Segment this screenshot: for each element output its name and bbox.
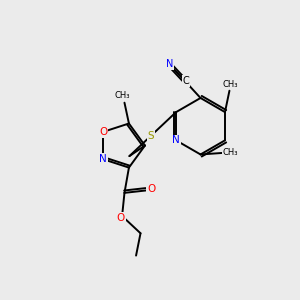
Text: CH₃: CH₃ (222, 80, 238, 89)
Text: O: O (147, 184, 155, 194)
Text: S: S (148, 131, 154, 141)
Text: N: N (99, 154, 107, 164)
Text: O: O (99, 127, 107, 137)
Text: C: C (183, 76, 189, 86)
Text: N: N (172, 135, 180, 145)
Text: CH₃: CH₃ (114, 91, 130, 100)
Text: N: N (166, 59, 174, 69)
Text: CH₃: CH₃ (223, 148, 238, 158)
Text: O: O (117, 212, 125, 223)
